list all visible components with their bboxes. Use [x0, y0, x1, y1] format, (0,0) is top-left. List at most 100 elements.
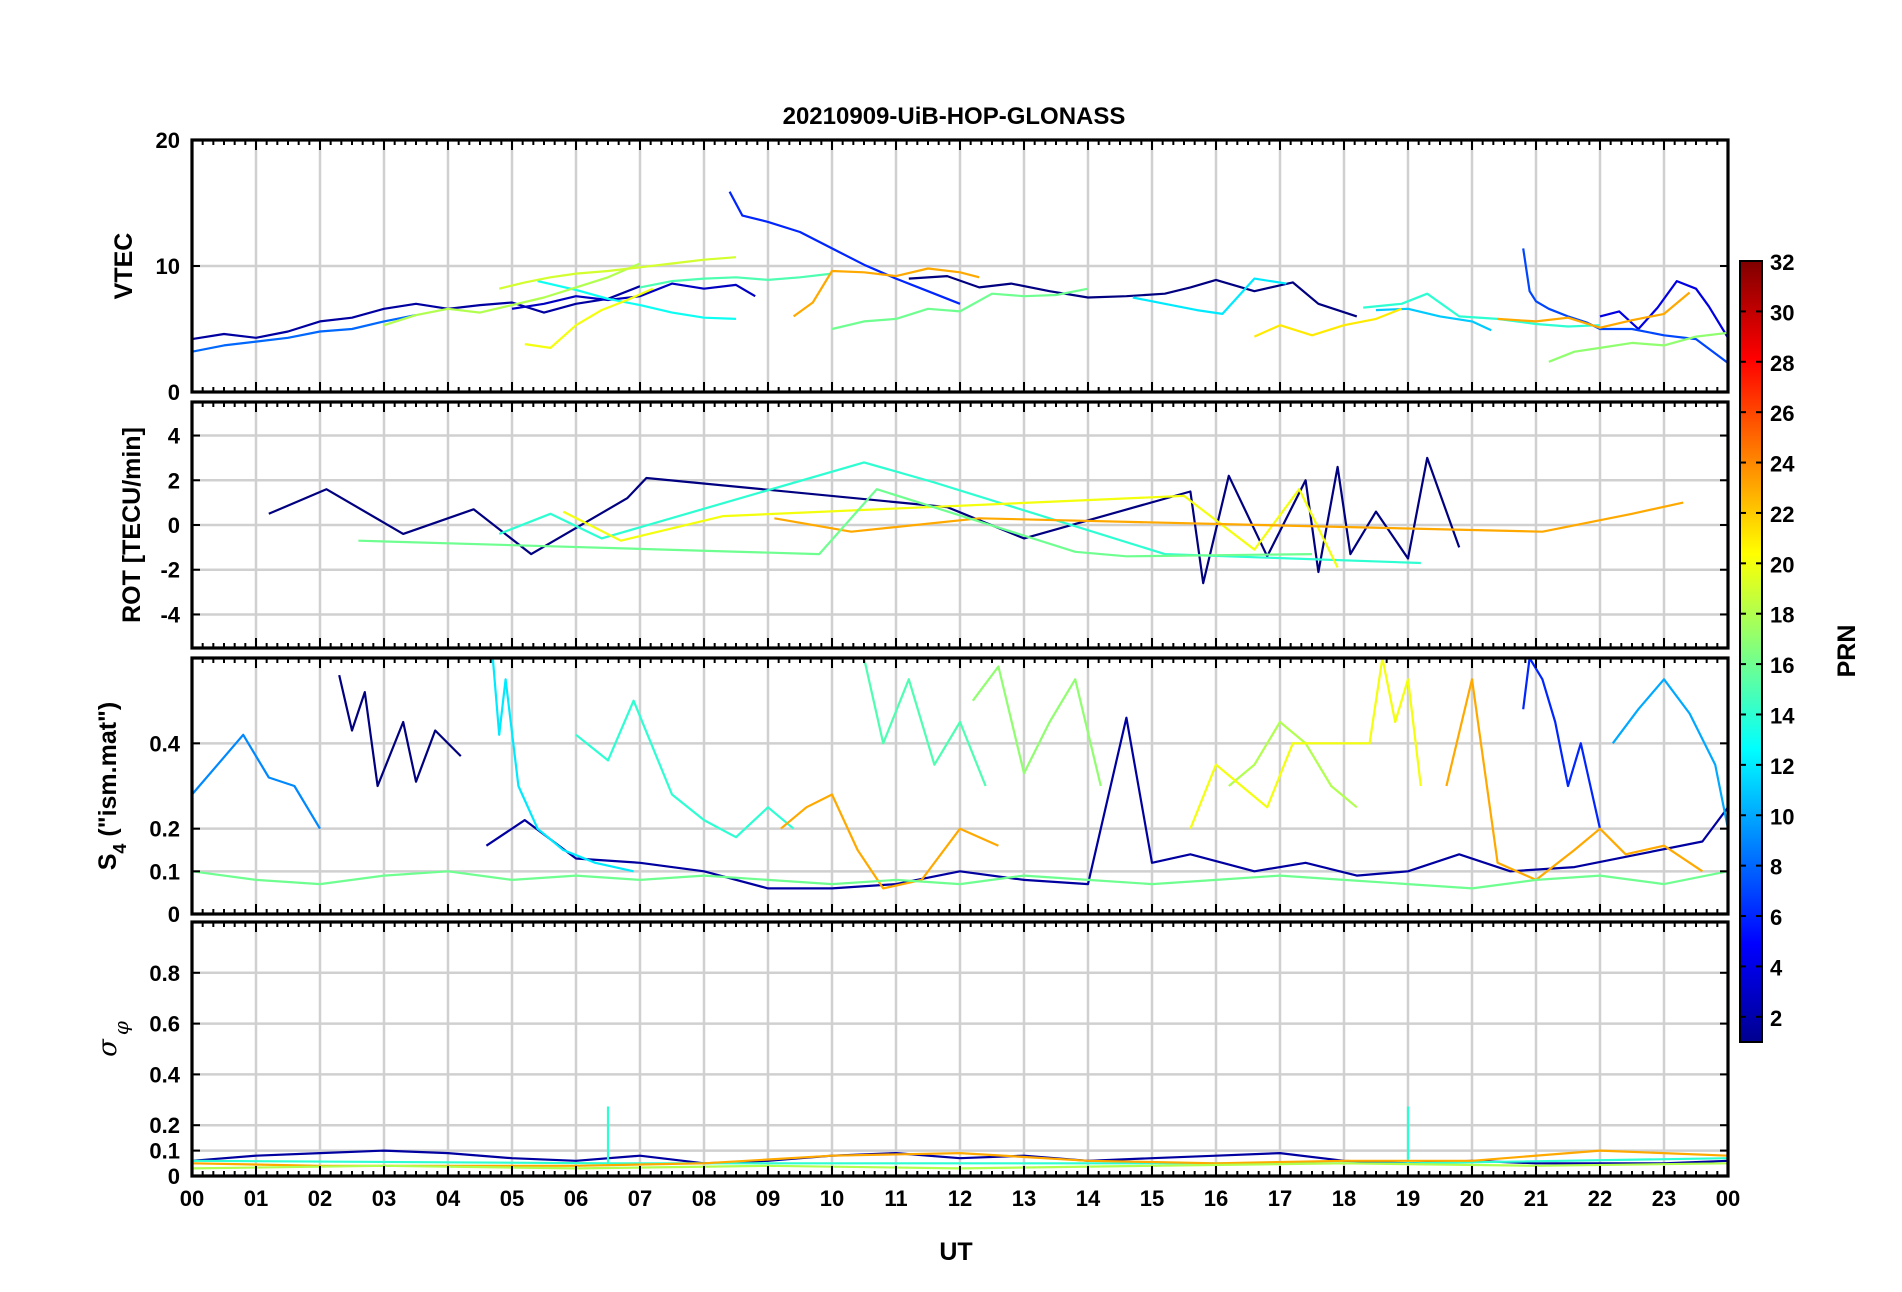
- sigma_phi-y-tick-label: 0.8: [149, 961, 180, 986]
- x-tick-label: 06: [564, 1186, 588, 1211]
- sigma_phi-y-tick-label: 0.4: [149, 1062, 180, 1087]
- x-tick-label: 04: [436, 1186, 461, 1211]
- vtec-series-prn-12: [1132, 277, 1287, 315]
- s4-series-prn-23: [780, 793, 999, 890]
- vtec-series-prn-19: [498, 256, 737, 290]
- panel-vtec: 0 10 20 VTEC: [110, 128, 1730, 405]
- x-axis-title: UT: [939, 1238, 972, 1266]
- vtec-series-prn-6: [728, 191, 961, 305]
- rot-y-tick-label: 4: [168, 424, 181, 449]
- s4-series-prn-9: [192, 733, 321, 830]
- x-tick-label: 18: [1332, 1186, 1356, 1211]
- chart-title: 20210909-UiB-HOP-GLONASS: [783, 103, 1126, 130]
- x-tick-label: 17: [1268, 1186, 1292, 1211]
- vtec-series-prn-17: [1548, 331, 1728, 363]
- colorbar-gradient: [1739, 260, 1763, 1043]
- x-tick-label: 20: [1460, 1186, 1484, 1211]
- s4-series-prn-14: [575, 699, 795, 839]
- vtec-y-tick-label: 10: [156, 254, 180, 279]
- vtec-series-prn-1: [908, 275, 1358, 318]
- x-tick-label: 19: [1396, 1186, 1420, 1211]
- x-tick-label: 00: [180, 1186, 204, 1211]
- vtec-series-prn-3: [511, 282, 756, 310]
- vtec-series-prn-4: [1599, 280, 1728, 339]
- s4-y-tick-label: 0.4: [149, 731, 180, 756]
- rot-series-prn-1: [268, 456, 1461, 585]
- sigma_phi-y-tick-label: 0: [168, 1164, 180, 1189]
- vtec-series-prn-23: [1497, 291, 1691, 329]
- x-tick-label: 12: [948, 1186, 972, 1211]
- vtec-y-tick-label: 0: [168, 380, 180, 405]
- x-tick-label: 09: [756, 1186, 780, 1211]
- rot-series-prn-14: [498, 461, 1421, 565]
- vtec-series-prn-20: [524, 287, 654, 349]
- s4-series-prn-17: [971, 665, 1102, 787]
- x-tick-label: 03: [372, 1186, 396, 1211]
- colorbar-tick-label: 28: [1770, 351, 1794, 376]
- sigma_phi-y-tick-label: 0.2: [149, 1113, 180, 1138]
- x-tick-label: 00: [1716, 1186, 1740, 1211]
- vtec-series-prn-13: [537, 280, 737, 320]
- x-axis-tick-labels: 00 01 02 03 04 05 06 07 08 09 10 11 12 13 14 15 16 17 18 19…: [180, 1186, 1740, 1211]
- s4-y-tick-label: 0: [168, 902, 180, 927]
- sigma-phi-axis-title: σφ: [93, 1021, 133, 1057]
- vtec-series-prn-2: [192, 285, 641, 341]
- vtec-axis-title: VTEC: [110, 233, 138, 300]
- s4-series-prn-12: [491, 658, 634, 873]
- rot-y-tick-label: -4: [160, 602, 180, 627]
- x-tick-label: 02: [308, 1186, 332, 1211]
- colorbar-tick-label: 30: [1770, 300, 1794, 325]
- vtec-series-prn-8: [192, 314, 417, 353]
- s4-series-prn-20: [1189, 658, 1422, 830]
- rot-y-tick-label: -2: [160, 558, 180, 583]
- x-tick-label: 01: [244, 1186, 268, 1211]
- colorbar-tick-label: 24: [1770, 452, 1795, 477]
- panel-rot: -4 -2 0 2 4 ROT [TECU/min]: [118, 400, 1730, 650]
- s4-series-prn-6: [1522, 658, 1602, 829]
- colorbar-tick-label: 32: [1770, 250, 1794, 275]
- s4-axis-title: S4 ("ism.mat"): [94, 702, 130, 871]
- rot-y-tick-label: 2: [168, 468, 180, 493]
- panels: 0 10 20 VTEC -4 -2 0 2 4 ROT [TECU/min] 0 0.1 0.2 0.4…: [93, 128, 1730, 1189]
- x-tick-label: 22: [1588, 1186, 1612, 1211]
- x-tick-label: 10: [820, 1186, 844, 1211]
- vtec-y-tick-label: 20: [156, 128, 180, 153]
- s4-series-prn-1: [338, 674, 462, 788]
- colorbar-tick-label: 22: [1770, 502, 1794, 527]
- rot-axis-title: ROT [TECU/min]: [118, 427, 146, 623]
- x-tick-label: 16: [1204, 1186, 1228, 1211]
- colorbar-label: PRN: [1833, 625, 1861, 678]
- x-tick-label: 23: [1652, 1186, 1676, 1211]
- s4-y-tick-label: 0.2: [149, 817, 180, 842]
- s4-series-prn-16: [192, 870, 1728, 890]
- s4-series-prn-23: [1445, 678, 1704, 882]
- s4-series-prn-18: [1228, 720, 1358, 809]
- colorbar-tick-label: 20: [1770, 552, 1794, 577]
- rot-series: [268, 456, 1684, 585]
- vtec-series-prn-11: [1375, 307, 1492, 332]
- vtec-series-prn-16: [831, 287, 1089, 331]
- s4-series: [192, 658, 1728, 890]
- s4-series-prn-10: [1611, 678, 1728, 829]
- colorbar-tick-label: 2: [1770, 1006, 1782, 1031]
- x-tick-label: 08: [692, 1186, 716, 1211]
- vtec-series-prn-14: [1363, 292, 1601, 328]
- colorbar-tick-label: 16: [1770, 653, 1794, 678]
- s4-y-tick-label: 0.1: [149, 859, 180, 884]
- x-tick-label: 11: [884, 1186, 907, 1211]
- x-tick-label: 13: [1012, 1186, 1036, 1211]
- rot-series-prn-16: [358, 488, 1313, 558]
- sigma_phi-y-tick-label: 0.6: [149, 1012, 180, 1037]
- colorbar-tick-label: 14: [1770, 703, 1795, 728]
- x-tick-label: 07: [628, 1186, 652, 1211]
- vtec-series: [192, 191, 1728, 364]
- vtec-series-prn-23: [792, 267, 980, 318]
- rot-series-prn-23: [774, 501, 1684, 533]
- x-tick-label: 15: [1140, 1186, 1164, 1211]
- rot-series-prn-20: [562, 488, 1339, 568]
- sigma_phi-series-prn-14: [192, 1106, 1728, 1165]
- colorbar-tick-label: 26: [1770, 401, 1794, 426]
